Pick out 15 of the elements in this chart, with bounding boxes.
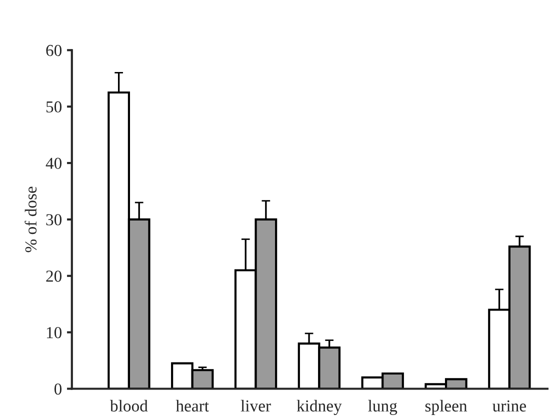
y-axis-title: % of dose <box>24 186 37 252</box>
y-tick-label: 40 <box>46 158 62 169</box>
y-tick-label: 0 <box>54 383 62 395</box>
y-tick-label: 60 <box>46 44 62 56</box>
x-tick-label: lung <box>368 400 398 416</box>
y-tick-label: 50 <box>46 101 62 113</box>
x-tick-label: kidney <box>296 400 342 416</box>
x-tick-label: spleen <box>425 400 468 415</box>
y-tick-label: 10 <box>46 327 62 338</box>
x-tick-label: liver <box>240 400 271 412</box>
x-tick-label: urine <box>492 400 526 412</box>
x-tick-label: blood <box>110 400 148 412</box>
x-tick-label: heart <box>176 400 209 412</box>
y-tick-label: 20 <box>46 270 62 282</box>
y-tick-label: 30 <box>46 214 62 226</box>
